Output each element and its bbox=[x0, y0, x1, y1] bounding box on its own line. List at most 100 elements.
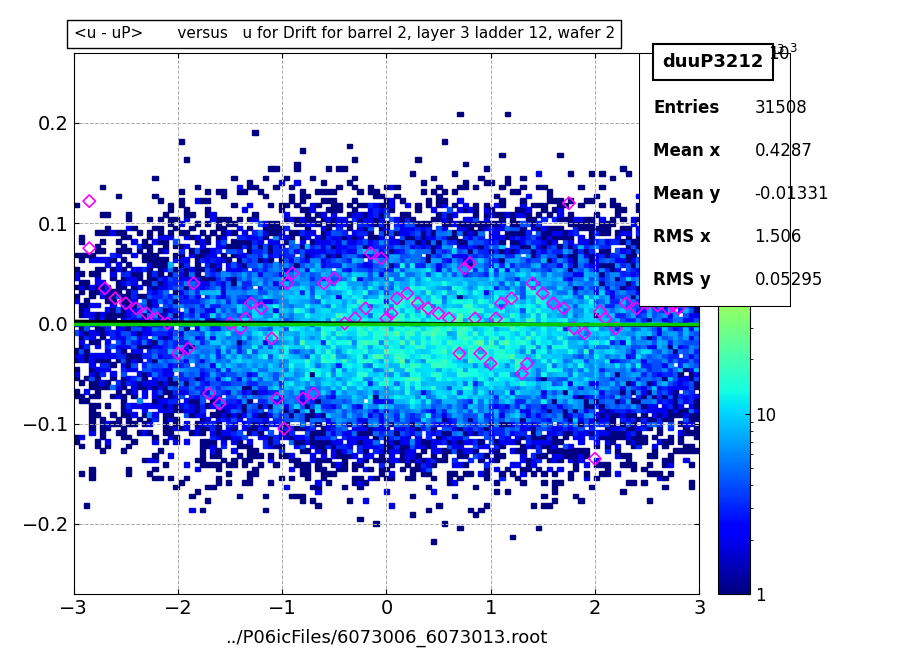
Bar bbox=[425, 508, 431, 512]
Bar bbox=[194, 303, 199, 308]
Bar bbox=[383, 276, 389, 280]
Bar bbox=[89, 426, 95, 430]
Bar bbox=[267, 480, 273, 485]
Bar bbox=[289, 380, 294, 385]
Bar bbox=[95, 344, 100, 348]
Bar bbox=[630, 276, 635, 280]
Bar bbox=[615, 389, 619, 394]
Bar bbox=[505, 308, 509, 312]
Bar bbox=[451, 371, 457, 376]
Bar bbox=[414, 389, 420, 394]
Bar bbox=[252, 403, 257, 407]
Bar bbox=[394, 380, 399, 385]
Bar bbox=[573, 284, 578, 289]
Bar bbox=[310, 430, 315, 435]
Bar bbox=[368, 353, 373, 358]
Bar bbox=[520, 221, 525, 226]
Bar bbox=[604, 471, 609, 476]
Bar bbox=[221, 216, 226, 221]
Bar bbox=[551, 453, 557, 457]
Bar bbox=[105, 325, 110, 330]
Bar bbox=[294, 412, 300, 416]
Bar bbox=[278, 385, 284, 389]
Bar bbox=[672, 407, 677, 412]
Bar bbox=[462, 230, 468, 235]
Bar bbox=[515, 348, 520, 353]
Bar bbox=[199, 348, 205, 353]
Bar bbox=[157, 280, 163, 284]
Bar bbox=[79, 235, 84, 240]
Bar bbox=[578, 321, 583, 325]
Bar bbox=[420, 289, 425, 294]
Bar bbox=[530, 289, 536, 294]
Bar bbox=[289, 339, 294, 344]
Bar bbox=[436, 248, 441, 253]
Bar bbox=[242, 366, 247, 371]
Bar bbox=[646, 462, 652, 467]
Bar bbox=[310, 335, 315, 339]
Bar bbox=[373, 403, 378, 407]
Bar bbox=[321, 335, 325, 339]
Bar bbox=[630, 344, 635, 348]
Bar bbox=[451, 303, 457, 308]
Bar bbox=[662, 353, 667, 358]
Bar bbox=[300, 148, 304, 153]
Bar bbox=[635, 298, 641, 303]
Bar bbox=[525, 303, 530, 308]
Bar bbox=[677, 321, 683, 325]
Bar bbox=[247, 244, 252, 248]
Bar bbox=[635, 353, 641, 358]
Bar bbox=[414, 230, 420, 235]
Bar bbox=[447, 298, 451, 303]
Bar bbox=[131, 421, 137, 426]
Bar bbox=[341, 166, 346, 171]
Bar bbox=[619, 325, 625, 330]
Bar bbox=[267, 385, 273, 389]
Bar bbox=[441, 407, 447, 412]
Bar bbox=[341, 321, 346, 325]
Bar bbox=[410, 457, 414, 462]
Bar bbox=[267, 267, 273, 271]
Bar bbox=[215, 366, 221, 371]
Bar bbox=[304, 339, 310, 344]
Bar bbox=[494, 362, 499, 366]
Bar bbox=[120, 362, 126, 366]
Bar bbox=[604, 253, 609, 257]
Bar bbox=[84, 253, 89, 257]
Bar bbox=[346, 421, 352, 426]
Bar bbox=[157, 362, 163, 366]
Bar bbox=[120, 344, 126, 348]
Bar bbox=[120, 348, 126, 353]
Bar bbox=[436, 330, 441, 335]
Bar bbox=[278, 353, 284, 358]
Bar bbox=[515, 284, 520, 289]
Bar bbox=[199, 308, 205, 312]
Bar bbox=[278, 244, 284, 248]
Bar bbox=[583, 262, 588, 267]
Bar bbox=[315, 376, 321, 380]
Bar bbox=[546, 448, 551, 453]
Bar bbox=[425, 248, 431, 253]
Bar bbox=[536, 416, 541, 421]
Bar bbox=[174, 298, 178, 303]
Bar bbox=[189, 280, 194, 284]
Bar bbox=[294, 399, 300, 403]
Bar bbox=[604, 467, 609, 471]
Bar bbox=[425, 385, 431, 389]
Bar bbox=[478, 385, 483, 389]
Bar bbox=[557, 321, 562, 325]
Bar bbox=[483, 276, 488, 280]
Bar bbox=[336, 444, 341, 448]
Point bbox=[212, 398, 227, 409]
Bar bbox=[573, 366, 578, 371]
Bar bbox=[567, 385, 573, 389]
Bar bbox=[594, 226, 598, 230]
Bar bbox=[142, 430, 147, 435]
Bar bbox=[289, 257, 294, 262]
Bar bbox=[573, 426, 578, 430]
Bar bbox=[619, 308, 625, 312]
Bar bbox=[457, 294, 462, 298]
Bar bbox=[321, 453, 325, 457]
Bar bbox=[656, 376, 662, 380]
Bar bbox=[441, 248, 447, 253]
